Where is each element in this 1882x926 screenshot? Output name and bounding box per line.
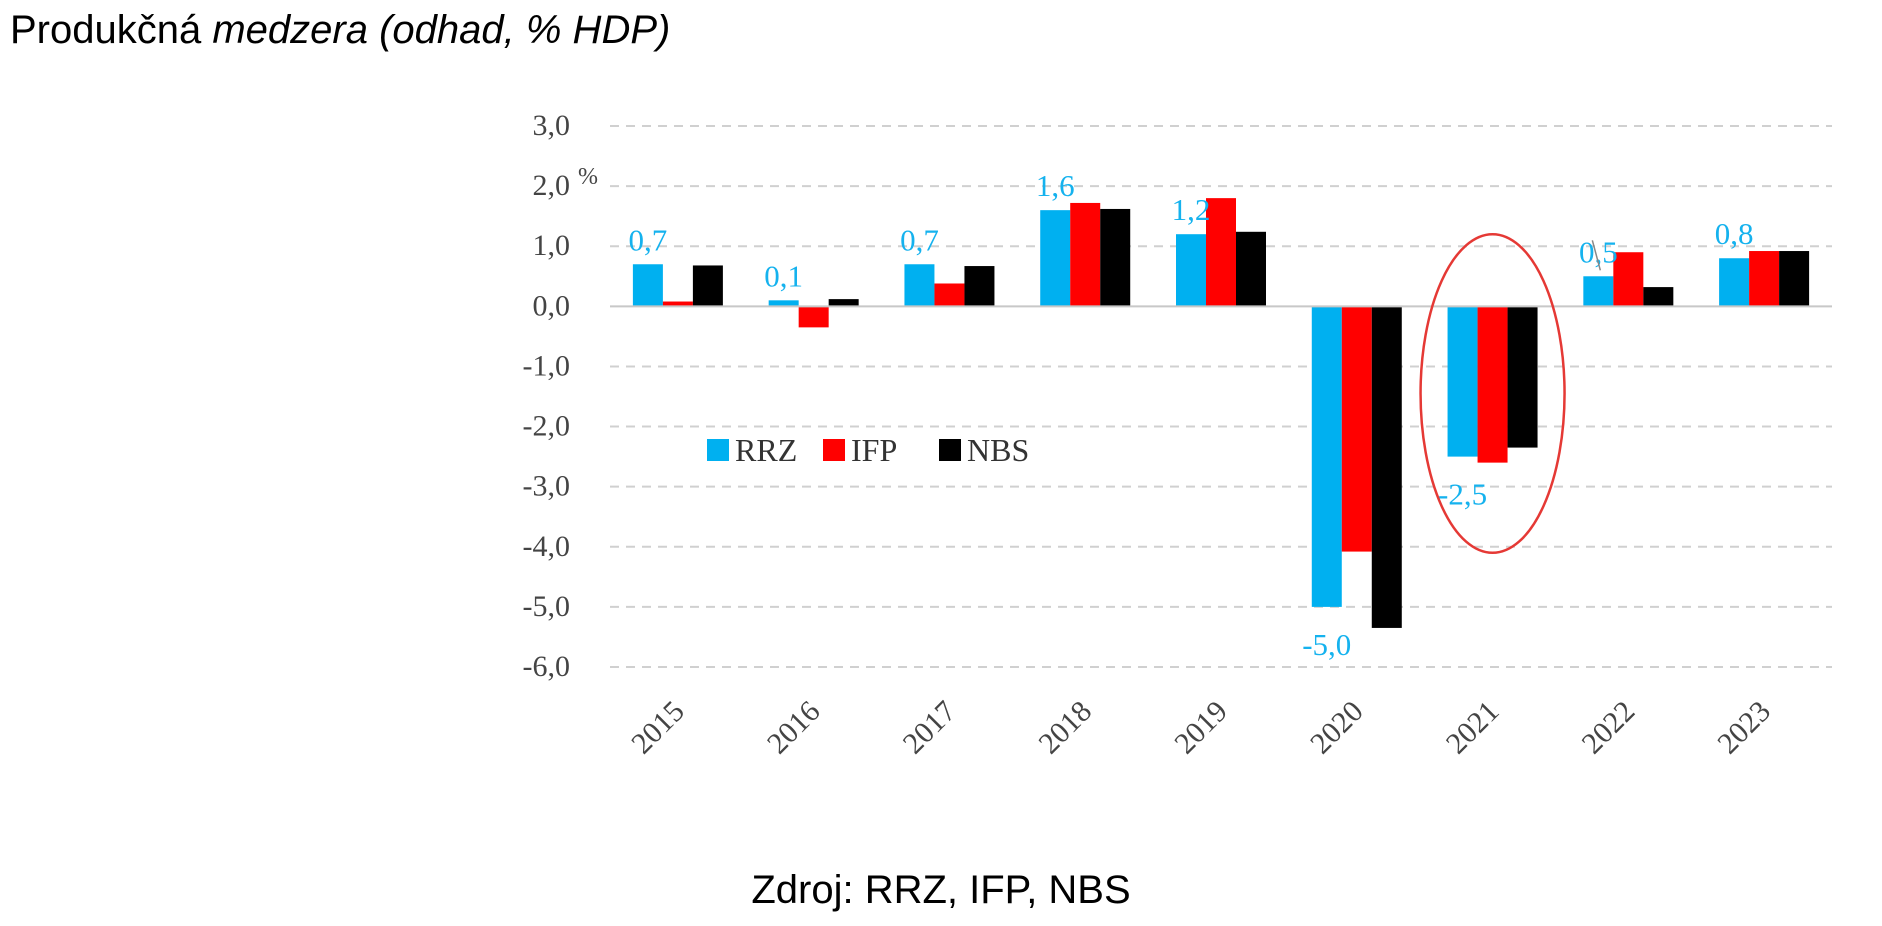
bar-ifp-2016 — [798, 306, 829, 328]
highlight-ellipse — [1419, 232, 1566, 555]
x-tick-label-2022: 2022 — [1576, 695, 1642, 761]
data-label-2017: 0,7 — [900, 222, 939, 257]
data-label-2015: 0,7 — [629, 222, 668, 257]
legend-swatch-ifp — [823, 439, 845, 461]
y-tick-label: 1,0 — [533, 229, 571, 262]
y-tick-label: 0,0 — [533, 289, 571, 322]
source-note: Zdroj: RRZ, IFP, NBS — [751, 868, 1131, 912]
bar-ifp-2023 — [1749, 251, 1780, 307]
data-label-2019: 1,2 — [1172, 192, 1211, 227]
legend-label-rrz: RRZ — [735, 432, 797, 468]
bar-rrz-2018 — [1040, 210, 1071, 307]
bar-rrz-2019 — [1176, 234, 1206, 307]
bar-ifp-2017 — [934, 283, 965, 307]
y-tick-label: -3,0 — [523, 470, 571, 503]
y-tick-label: -6,0 — [523, 650, 571, 683]
y-tick-label: 2,0 — [533, 169, 571, 202]
data-label-2018: 1,6 — [1036, 168, 1075, 203]
y-tick-label: -4,0 — [523, 530, 571, 563]
bar-nbs-2020 — [1371, 306, 1402, 628]
x-tick-label-2019: 2019 — [1168, 695, 1234, 761]
bar-rrz-2016 — [768, 300, 799, 307]
y-tick-label: 3,0 — [533, 109, 571, 142]
bar-nbs-2022 — [1643, 287, 1674, 307]
x-tick-label-2015: 2015 — [625, 695, 691, 761]
legend-label-ifp: IFP — [851, 432, 897, 468]
bar-ifp-2015 — [662, 301, 693, 307]
bar-nbs-2021 — [1507, 306, 1538, 448]
y-tick-label: -5,0 — [523, 590, 571, 623]
bar-rrz-2015 — [632, 264, 663, 307]
bar-ifp-2022 — [1613, 252, 1644, 307]
legend-swatch-rrz — [707, 439, 729, 461]
bar-rrz-2021 — [1447, 306, 1478, 457]
chart-title-normal: Produkčná — [10, 8, 202, 52]
x-tick-label-2021: 2021 — [1440, 695, 1506, 761]
bar-chart: 3,0 2,0 1,0 0,0 -1,0 -2,0 -3,0 -4,0 -5,0 -6,0% 0,7… — [523, 109, 1832, 761]
y-tick-label: -1,0 — [523, 349, 571, 382]
data-label-2020: -5,0 — [1302, 627, 1351, 662]
x-tick-label-2017: 2017 — [897, 695, 963, 761]
bar-ifp-2018 — [1070, 202, 1101, 307]
data-label-2016: 0,1 — [764, 258, 803, 293]
x-tick-label-2018: 2018 — [1032, 695, 1098, 761]
bar-rrz-2022 — [1583, 276, 1614, 307]
y-tick-label: -2,0 — [523, 410, 571, 443]
x-tick-label-2020: 2020 — [1304, 695, 1370, 761]
bar-nbs-2016 — [828, 299, 859, 307]
bar-ifp-2021 — [1477, 306, 1508, 463]
y-unit-label: % — [578, 164, 598, 190]
legend-label-nbs: NBS — [967, 432, 1029, 468]
chart-title-italic: medzera (odhad, % HDP) — [212, 8, 671, 52]
x-tick-label-2016: 2016 — [761, 695, 827, 761]
data-label-2023: 0,8 — [1715, 216, 1754, 251]
legend-swatch-nbs — [939, 439, 961, 461]
bar-nbs-2015 — [692, 265, 723, 307]
bar-ifp-2019 — [1206, 198, 1236, 307]
chart-title: Produkčná medzera (odhad, % HDP) — [10, 8, 670, 53]
bar-nbs-2018 — [1100, 208, 1131, 307]
bar-rrz-2023 — [1719, 258, 1750, 307]
bar-rrz-2020 — [1311, 306, 1342, 607]
bar-nbs-2023 — [1779, 251, 1810, 307]
data-label-leader-line — [1591, 240, 1602, 271]
data-label-2021: -2,5 — [1438, 477, 1487, 512]
x-tick-label-2023: 2023 — [1711, 695, 1777, 761]
bar-ifp-2020 — [1341, 306, 1372, 552]
bar-nbs-2019 — [1236, 231, 1266, 307]
bar-rrz-2017 — [904, 264, 935, 307]
bar-nbs-2017 — [964, 266, 995, 307]
